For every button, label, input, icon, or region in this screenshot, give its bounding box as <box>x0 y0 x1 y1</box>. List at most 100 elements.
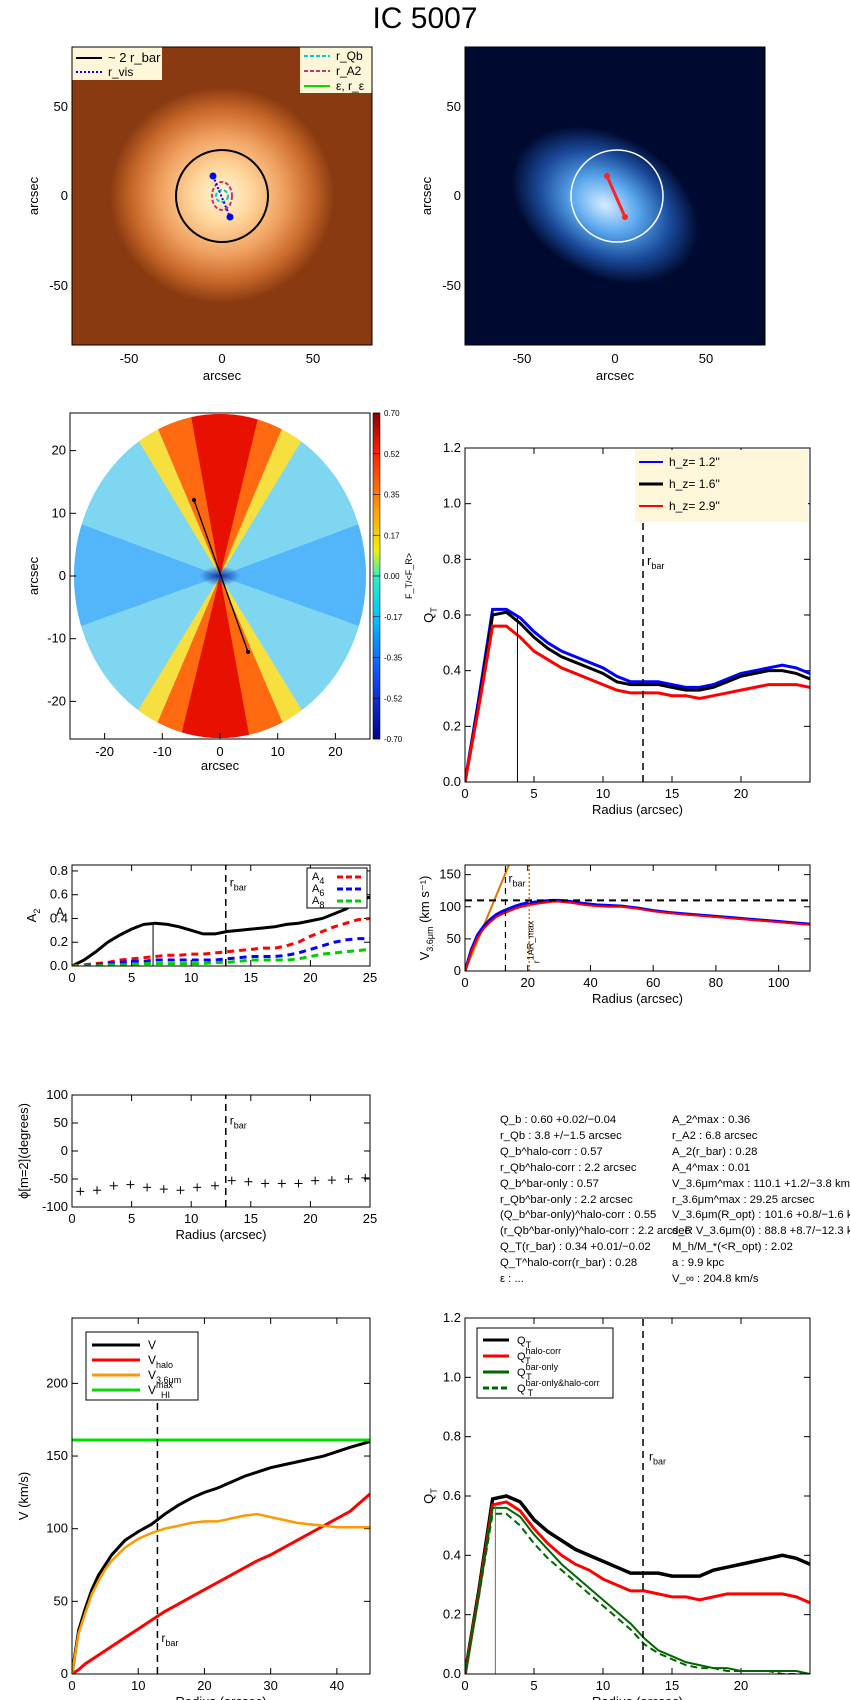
data-point <box>294 1179 303 1188</box>
tick-label: 50 <box>447 931 461 946</box>
tick-label: 50 <box>447 99 461 114</box>
tick-label: 25 <box>363 1211 377 1226</box>
tick-label: -100 <box>42 1199 68 1214</box>
parameter-row: (r_Qb^bar-only)^halo-corr : 2.2 arcsec <box>500 1225 691 1238</box>
parameter-row: a : 9.9 kpc <box>672 1257 725 1270</box>
data-point <box>327 1176 336 1185</box>
tick-label: 0 <box>454 963 461 978</box>
parameter-row: V_3.6μm(R_opt) : 101.6 +0.8/−1.6 km/s <box>672 1209 850 1222</box>
colorbar-tick-label: 0.17 <box>384 531 400 540</box>
colorbar-tick-label: 0.52 <box>384 450 400 459</box>
rbar-label: rbar <box>649 1449 666 1466</box>
tick-label: -20 <box>47 693 66 708</box>
tick-label: 0 <box>61 1666 68 1681</box>
tick-label: 1.2 <box>443 1310 461 1325</box>
tick-label: 50 <box>54 99 68 114</box>
tick-label: -50 <box>442 278 461 293</box>
legend-box <box>85 1331 199 1401</box>
series-line <box>465 607 810 782</box>
data-point <box>211 1181 220 1190</box>
tick-label: 0.8 <box>443 1429 461 1444</box>
tick-label: 15 <box>665 786 679 801</box>
tick-label: 0.6 <box>50 887 68 902</box>
rotation-curve-chart: 0 10 20 30 40 0 50 100 150 200 Radius (arcsec) V (k… <box>16 1317 371 1700</box>
tick-label: 0.0 <box>443 1666 461 1681</box>
parameter-row: Q_b^bar-only : 0.57 <box>500 1177 599 1190</box>
tick-label: 10 <box>270 744 284 759</box>
tick-label: 0 <box>461 975 468 990</box>
colorbar-tick-label: 0.00 <box>384 572 400 581</box>
parameter-row: (Q_b^bar-only)^halo-corr : 0.55 <box>500 1209 657 1222</box>
data-point <box>227 1176 236 1185</box>
two-rbar-circle <box>175 149 269 243</box>
legend-label: Qbar-only&halo-corr T <box>517 1378 600 1398</box>
tick-label: 10 <box>596 1678 610 1693</box>
tick-label: 150 <box>46 1448 68 1463</box>
legend-label: Qhalo-corr T <box>517 1346 561 1366</box>
legend-label: A6 <box>312 883 324 898</box>
tick-label: 15 <box>665 1678 679 1693</box>
tick-label: 0.2 <box>443 1607 461 1622</box>
colorbar-tick-label: -0.17 <box>384 613 403 622</box>
rbar-label: rbar <box>508 871 525 888</box>
rqb-circle <box>215 189 229 203</box>
inner-rise-line <box>465 865 510 971</box>
tick-label: 0 <box>61 188 68 203</box>
tick-label: 0 <box>461 786 468 801</box>
plot-frame <box>464 864 811 972</box>
colorbar-tick-label: -0.70 <box>384 735 403 744</box>
parameter-row: r_A2 : 6.8 arcsec <box>672 1129 758 1142</box>
tick-label: 20 <box>734 1678 748 1693</box>
tick-label: -50 <box>49 1171 68 1186</box>
parameter-row: Q_T(r_bar) : 0.34 +0.01/−0.02 <box>500 1241 651 1254</box>
legend-label-ra2: r_A2 <box>336 64 362 78</box>
tick-label: 0 <box>68 970 75 985</box>
x-axis-label: arcsec <box>203 368 242 383</box>
rvis-line <box>212 175 231 218</box>
two-rbar-circle <box>570 149 664 243</box>
negative-lobe <box>74 520 220 630</box>
tick-label: 0.8 <box>443 551 461 566</box>
legend-label-eps: ε, r_ε <box>336 79 365 93</box>
tick-label: 150 <box>439 867 461 882</box>
data-point <box>126 1180 135 1189</box>
x-axis-label: Radius (arcsec) <box>175 1694 266 1700</box>
tick-label: 50 <box>306 351 320 366</box>
series-line <box>465 898 810 971</box>
tick-label: 25 <box>363 970 377 985</box>
tick-label: -10 <box>153 744 172 759</box>
colorbar-tick-label: 0.70 <box>384 409 400 418</box>
tick-label: 5 <box>128 1211 135 1226</box>
tick-label: 40 <box>583 975 597 990</box>
tick-label: 0 <box>68 1211 75 1226</box>
phase-chart: 0 5 10 15 20 25 -100 -50 0 50 100 Radius (arcsec) ϕ[… <box>16 1087 377 1242</box>
tick-label: 5 <box>128 970 135 985</box>
parameter-row: r_Qb^bar-only : 2.2 arcsec <box>500 1193 633 1206</box>
parameter-row: d_R V_3.6μm(0) : 88.8 +8.7/−12.3 km/s/kp… <box>672 1225 850 1238</box>
parameter-row: Q_b^halo-corr : 0.57 <box>500 1145 603 1158</box>
tick-label: 20 <box>197 1678 211 1693</box>
tick-label: 100 <box>439 899 461 914</box>
x-axis-label: Radius (arcsec) <box>175 1227 266 1242</box>
plot-frame <box>464 447 811 783</box>
y-axis-label: ϕ[m=2](degrees) <box>16 1103 31 1199</box>
figure-title: IC 5007 <box>372 2 478 35</box>
rbar-label: rbar <box>161 1631 178 1648</box>
tick-label: 10 <box>596 786 610 801</box>
galaxy-image-panel-blue: -50 0 50 50 0 -50 arcsec arcsec <box>419 46 766 383</box>
tick-label: 0.6 <box>443 1488 461 1503</box>
series-line <box>465 1494 810 1674</box>
legend-label: h_z= 1.2'' <box>669 455 720 469</box>
legend-label: V3.6μm <box>148 1368 181 1385</box>
parameter-list-left: Q_b : 0.60 +0.02/−0.04 r_Qb : 3.8 +/−1.5 … <box>500 1113 690 1288</box>
tick-label: 0.8 <box>50 863 68 878</box>
data-point <box>344 1175 353 1183</box>
legend-label-2rbar: ~ 2 r_bar <box>108 50 161 65</box>
parameter-row: Q_b : 0.60 +0.02/−0.04 <box>500 1114 617 1126</box>
parameter-row: A_4^max : 0.01 <box>672 1161 751 1174</box>
rbar-label: rbar <box>647 553 664 571</box>
tick-label: 0.0 <box>50 958 68 973</box>
tick-label: -50 <box>120 351 139 366</box>
legend-label: Vhalo <box>148 1353 173 1370</box>
